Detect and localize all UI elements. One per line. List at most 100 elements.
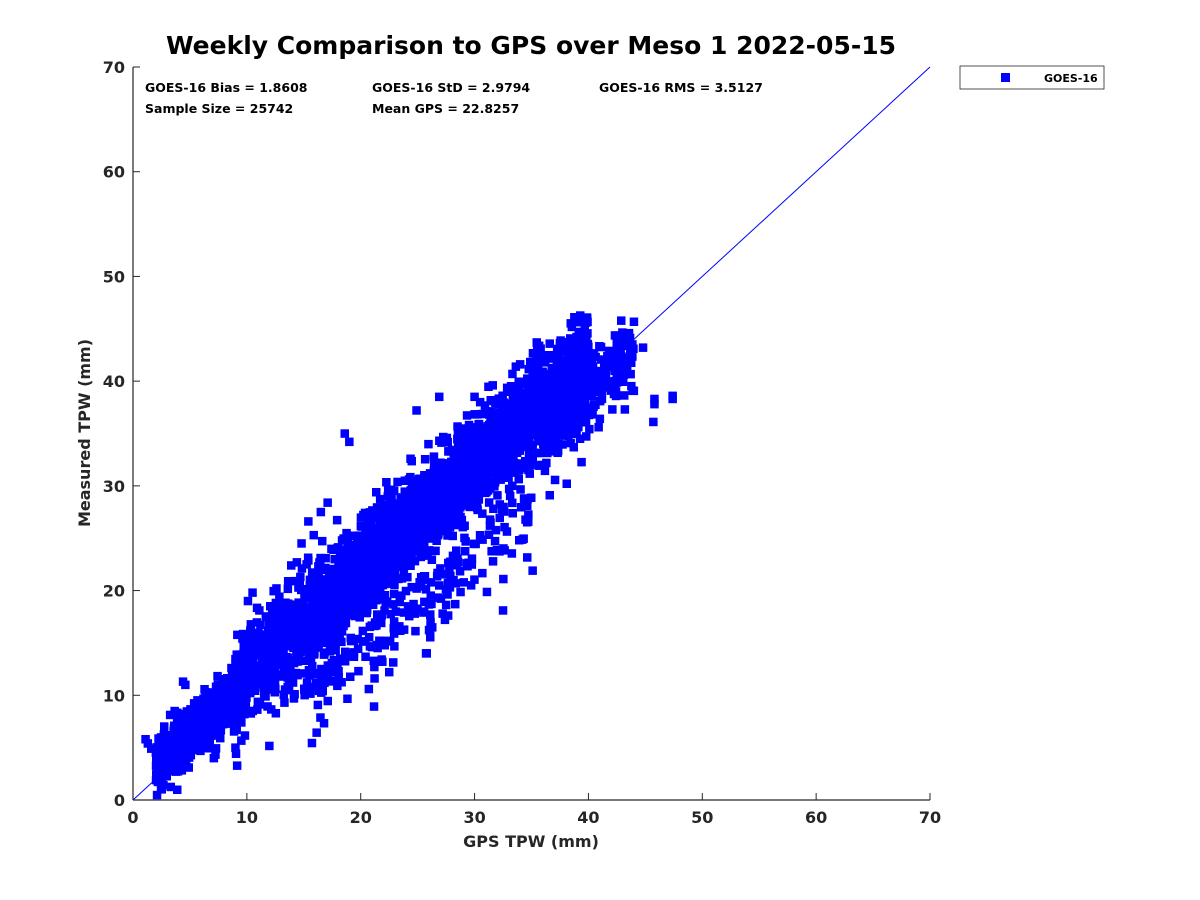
data-point — [500, 522, 509, 532]
data-point — [390, 538, 400, 548]
data-point — [391, 607, 401, 616]
data-point — [550, 475, 560, 485]
data-point — [354, 591, 363, 600]
data-point — [300, 624, 309, 634]
data-point — [318, 536, 327, 546]
data-point — [558, 389, 567, 398]
data-point — [397, 538, 407, 547]
data-point — [246, 709, 256, 718]
data-point — [482, 587, 492, 597]
data-point — [318, 686, 327, 696]
data-point — [492, 545, 502, 555]
data-point — [370, 674, 379, 683]
y-tick-label: 0 — [114, 791, 125, 810]
data-point — [245, 662, 254, 671]
data-point — [595, 386, 605, 395]
data-point — [152, 790, 162, 800]
data-point — [406, 454, 415, 463]
data-point — [182, 747, 192, 756]
data-point — [261, 612, 271, 621]
data-point — [445, 583, 455, 592]
data-point — [427, 477, 436, 487]
data-point — [337, 678, 346, 687]
data-point — [166, 782, 175, 792]
data-point — [436, 594, 446, 603]
data-point — [604, 346, 614, 356]
data-point — [412, 544, 421, 553]
data-point — [455, 437, 464, 446]
data-point — [399, 608, 409, 617]
data-point — [445, 473, 455, 482]
data-point — [378, 559, 387, 569]
data-point — [515, 389, 524, 398]
data-point — [625, 333, 635, 343]
data-point — [587, 409, 597, 419]
data-point — [395, 622, 404, 631]
data-point — [350, 610, 359, 620]
data-point — [493, 470, 503, 479]
data-point — [357, 558, 366, 567]
data-point — [309, 650, 319, 659]
data-point — [583, 403, 593, 413]
data-point — [552, 378, 561, 387]
data-point — [611, 391, 621, 401]
y-tick-label: 10 — [103, 686, 125, 705]
data-point — [385, 667, 394, 677]
data-point — [552, 358, 562, 368]
data-point — [267, 645, 277, 654]
data-point — [498, 399, 507, 408]
data-point — [469, 539, 479, 549]
data-point — [597, 394, 607, 404]
data-point — [273, 636, 282, 645]
data-point — [250, 676, 260, 685]
data-point — [358, 547, 367, 557]
data-point — [358, 626, 368, 636]
data-point — [424, 439, 433, 449]
data-point — [361, 595, 371, 604]
data-point — [523, 374, 532, 383]
data-point — [562, 479, 571, 488]
data-point — [334, 616, 343, 625]
data-point — [279, 658, 288, 667]
data-point — [521, 515, 530, 524]
data-point — [441, 570, 450, 579]
data-point — [312, 630, 321, 640]
data-point — [349, 546, 358, 556]
data-point — [369, 578, 379, 588]
data-point — [312, 728, 321, 737]
data-point — [338, 574, 347, 584]
data-point — [369, 702, 379, 711]
data-point — [272, 584, 281, 593]
data-point — [425, 525, 435, 535]
x-tick-label: 0 — [127, 808, 138, 827]
data-point — [454, 507, 464, 517]
data-point — [403, 556, 412, 565]
data-point — [315, 679, 325, 689]
data-point — [389, 506, 399, 515]
data-point — [522, 412, 532, 421]
data-point — [332, 515, 342, 525]
data-point — [400, 487, 409, 496]
data-point — [297, 585, 306, 595]
data-point — [574, 383, 584, 392]
data-point — [185, 710, 195, 720]
data-point — [508, 509, 517, 518]
data-point — [481, 425, 491, 435]
data-point — [287, 611, 296, 620]
data-point — [337, 599, 347, 609]
data-point — [483, 468, 492, 477]
data-point — [291, 668, 301, 678]
data-point — [620, 405, 630, 414]
data-point — [527, 408, 537, 417]
data-point — [297, 643, 307, 652]
data-point — [487, 547, 496, 556]
data-point — [284, 669, 294, 679]
data-point — [326, 619, 336, 629]
data-point — [419, 524, 428, 533]
data-point — [668, 391, 677, 401]
data-point — [151, 748, 161, 757]
data-point — [507, 549, 517, 558]
data-point — [533, 448, 542, 458]
data-point — [304, 517, 313, 526]
data-point — [469, 471, 478, 480]
